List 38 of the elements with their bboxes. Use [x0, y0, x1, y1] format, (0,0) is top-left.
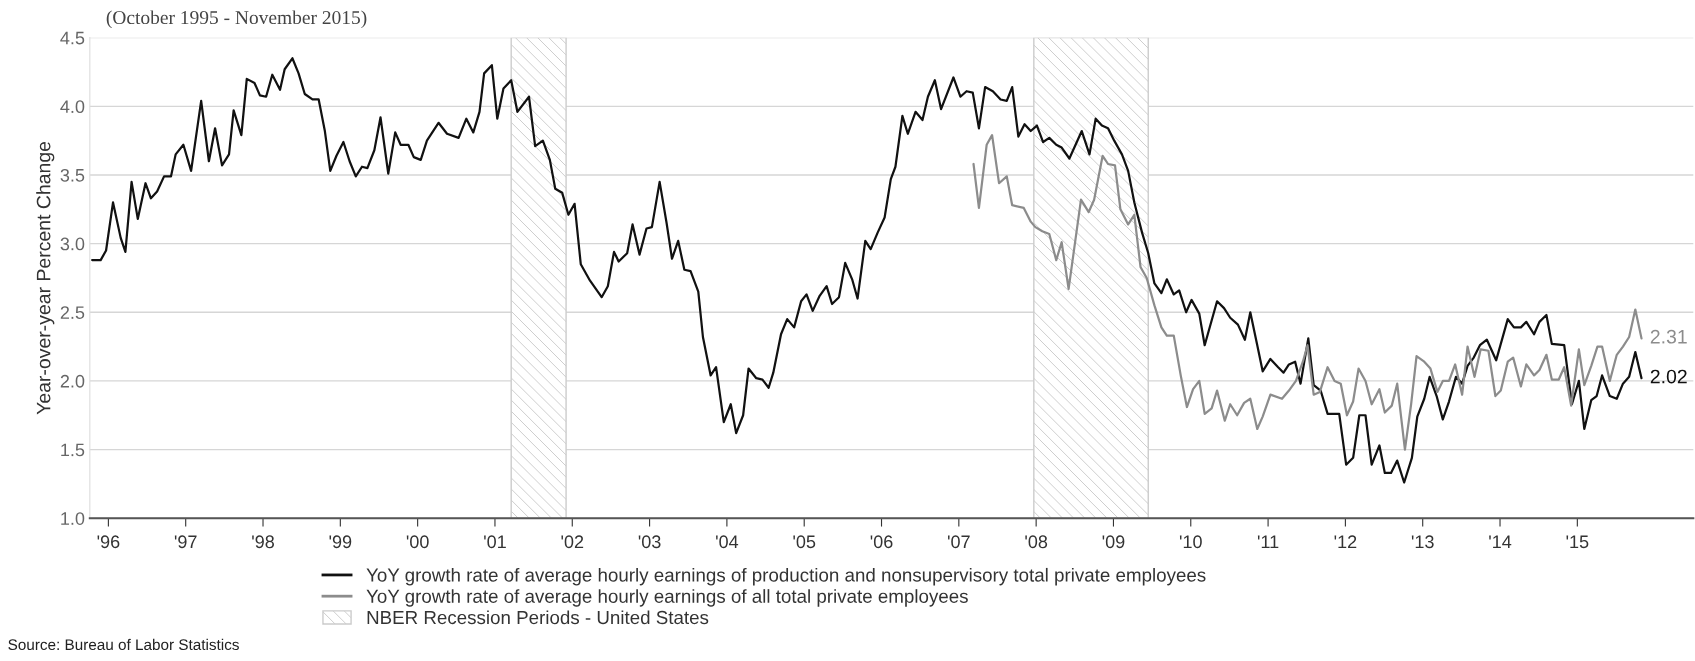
x-tick-label: '11 [1257, 535, 1279, 548]
x-tick-label: '10 [1179, 535, 1202, 549]
x-tick-label: '15 [1566, 535, 1589, 549]
x-tick-label: '13 [1411, 535, 1434, 549]
y-axis-title: Year-over-year Percent Change [36, 141, 55, 415]
x-tick-label: '05 [793, 535, 816, 549]
x-tick-label: '99 [329, 535, 352, 549]
x-tick-label: '02 [561, 535, 584, 549]
y-tick-label: 2.0 [60, 374, 85, 388]
y-tick-label: 1.5 [61, 443, 85, 457]
x-tick-label: '08 [1025, 535, 1048, 549]
y-tick-label: 3.5 [60, 168, 85, 182]
legend-label: NBER Recession Periods - United States [367, 610, 709, 625]
annotation: 2.02 [1650, 369, 1687, 384]
x-tick-label: '01 [484, 535, 506, 549]
x-tick-label: '03 [638, 535, 661, 549]
chart-subtitle: (October 1995 - November 2015) [106, 10, 367, 29]
x-tick-label: '00 [406, 535, 429, 549]
x-tick-label: '14 [1489, 535, 1512, 548]
x-tick-label: '06 [870, 535, 893, 549]
source-note: Source: Bureau of Labor Statistics [8, 638, 239, 651]
y-tick-label: 3.0 [60, 237, 85, 251]
line-series [91, 57, 1643, 484]
y-tick-label: 4.5 [60, 31, 85, 45]
annotation: 2.31 [1650, 329, 1687, 344]
y-tick-label: 4.0 [60, 100, 85, 114]
x-tick-label: '04 [716, 535, 739, 549]
legend-label: YoY growth rate of average hourly earnings of production and nonsupervisory total private employees [366, 567, 1206, 586]
x-tick-label: '07 [947, 535, 970, 549]
x-tick-label: '12 [1334, 535, 1357, 548]
y-tick-label: 2.5 [60, 306, 85, 319]
x-tick-label: '09 [1102, 535, 1125, 549]
x-tick-label: '97 [174, 535, 197, 549]
x-tick-label: '96 [97, 535, 120, 549]
y-tick-label: 1.0 [61, 512, 85, 525]
x-tick-label: '98 [252, 535, 274, 549]
line-series [972, 134, 1643, 451]
legend-label: YoY growth rate of average hourly earnings of all total private employees [366, 589, 968, 607]
